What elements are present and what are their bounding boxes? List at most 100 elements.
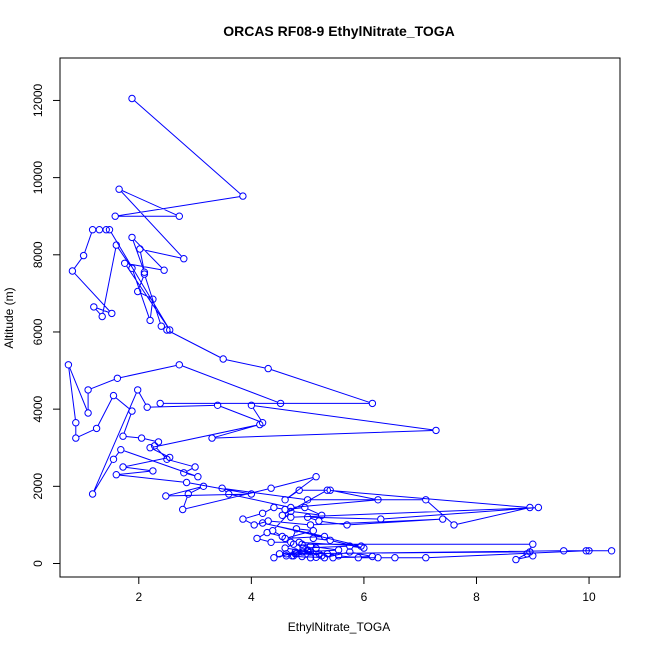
data-point	[140, 270, 149, 278]
data-point	[218, 484, 226, 492]
data-point	[150, 442, 159, 450]
data-point	[115, 185, 123, 193]
data-point	[264, 364, 272, 373]
data-point	[526, 548, 534, 556]
data-point	[263, 528, 271, 537]
data-point	[247, 490, 256, 498]
data-point	[184, 490, 193, 498]
y-tick-label: 0	[31, 560, 45, 567]
data-point	[108, 309, 116, 318]
data-point	[287, 507, 295, 516]
data-point	[253, 534, 261, 543]
data-point	[276, 399, 285, 408]
data-point	[422, 554, 430, 562]
data-point	[256, 420, 264, 429]
data-point	[128, 94, 136, 103]
data-point	[329, 554, 337, 562]
data-point	[111, 212, 119, 220]
data-point	[157, 322, 166, 330]
data-point	[140, 268, 149, 276]
data-point	[146, 444, 154, 452]
data-point	[163, 326, 171, 334]
data-point	[149, 295, 157, 303]
data-point	[391, 554, 399, 562]
data-point	[258, 509, 267, 517]
data-point	[191, 463, 199, 471]
data-point	[92, 424, 101, 433]
data-point	[119, 432, 127, 440]
data-point	[88, 490, 97, 498]
data-point	[258, 519, 267, 527]
data-point	[281, 534, 289, 543]
data-point	[298, 540, 306, 548]
data-point	[312, 473, 320, 481]
data-point	[72, 419, 80, 427]
data-point	[529, 540, 537, 548]
data-point	[368, 399, 377, 408]
data-point	[301, 503, 309, 512]
x-tick-label: 6	[361, 590, 368, 604]
data-point	[175, 212, 184, 220]
data-point	[287, 513, 295, 521]
data-point	[439, 515, 447, 523]
data-point	[309, 534, 317, 543]
data-point	[282, 552, 290, 560]
data-point	[318, 511, 326, 519]
data-point	[346, 542, 354, 550]
data-point	[119, 463, 127, 471]
data-point	[534, 503, 543, 512]
data-point	[72, 434, 80, 442]
data-point	[267, 484, 275, 492]
x-tick-label: 4	[248, 590, 255, 604]
data-point	[128, 407, 136, 415]
data-point	[377, 515, 385, 523]
data-point	[105, 226, 114, 234]
data-point	[560, 547, 568, 555]
x-tick-label: 8	[473, 590, 480, 604]
data-point	[239, 192, 247, 200]
data-point	[298, 552, 306, 561]
data-point	[526, 503, 534, 512]
data-point	[112, 241, 121, 249]
data-point	[343, 521, 351, 529]
data-point	[156, 399, 164, 408]
data-point	[270, 554, 278, 562]
data-point	[450, 521, 458, 529]
data-point	[422, 496, 430, 504]
data-point	[432, 426, 440, 435]
data-point	[213, 401, 222, 409]
data-point	[303, 513, 312, 521]
y-tick-label: 6000	[31, 318, 45, 345]
data-point	[121, 259, 129, 267]
data-point	[306, 521, 315, 529]
data-point	[320, 532, 329, 541]
data-point	[109, 455, 118, 463]
data-point	[88, 226, 97, 234]
data-point	[180, 255, 188, 263]
data-point	[309, 527, 317, 535]
data-point	[84, 386, 92, 394]
data-point	[117, 446, 125, 454]
chart-title: ORCAS RF08-9 EthylNitrate_TOGA	[223, 23, 455, 39]
data-point	[225, 490, 233, 498]
y-axis: 0 2000 4000 6000 8000 10000 12000	[31, 83, 61, 567]
data-point	[179, 505, 187, 514]
data-point	[267, 538, 275, 546]
data-point	[160, 266, 168, 274]
data-point	[134, 386, 142, 394]
data-point	[112, 471, 121, 479]
data-point	[143, 403, 151, 411]
y-tick-label: 12000	[31, 83, 45, 117]
data-point	[128, 233, 136, 242]
data-point	[98, 312, 106, 321]
y-tick-label: 10000	[31, 161, 45, 195]
data-point	[250, 521, 258, 529]
data-point	[113, 374, 122, 382]
series-group	[64, 94, 616, 564]
data-point	[278, 511, 286, 519]
data-point	[79, 251, 88, 260]
data-point	[582, 547, 590, 555]
data-point	[281, 496, 289, 504]
data-point	[208, 434, 216, 442]
